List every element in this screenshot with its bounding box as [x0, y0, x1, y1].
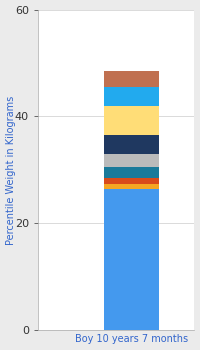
Y-axis label: Percentile Weight in Kilograms: Percentile Weight in Kilograms [6, 95, 16, 245]
Bar [104, 135, 159, 154]
Bar [104, 154, 159, 167]
Bar [104, 178, 159, 184]
Bar [104, 167, 159, 178]
Bar [104, 184, 159, 189]
Bar [104, 87, 159, 106]
Bar [104, 71, 159, 87]
Bar [104, 106, 159, 135]
Bar [104, 189, 159, 330]
